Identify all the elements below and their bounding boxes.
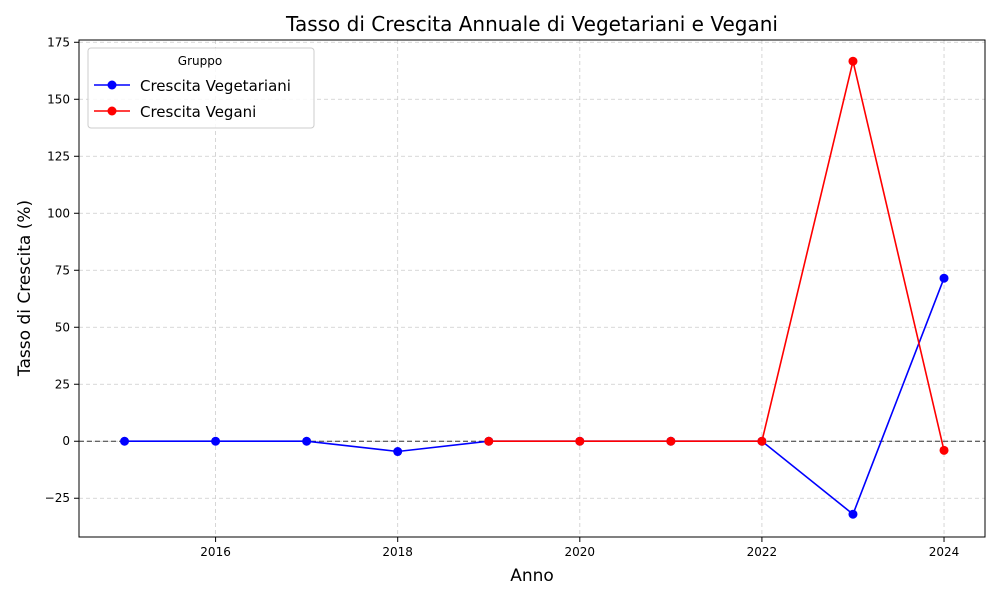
series-line-2 bbox=[488, 61, 945, 451]
x-tick-label: 2024 bbox=[929, 545, 960, 559]
x-tick-label: 2016 bbox=[200, 545, 231, 559]
x-tick-label: 2020 bbox=[565, 545, 596, 559]
x-tick-label: 2018 bbox=[382, 545, 413, 559]
data-point-series-2 bbox=[575, 436, 585, 446]
x-tick-label: 2022 bbox=[747, 545, 778, 559]
data-point-series-1 bbox=[302, 436, 312, 446]
y-tick-label: 75 bbox=[55, 263, 70, 277]
data-point-series-2 bbox=[939, 445, 949, 455]
y-tick-label: 100 bbox=[47, 206, 70, 220]
series-line-1 bbox=[124, 277, 945, 516]
legend-entry-label: Crescita Vegani bbox=[140, 103, 256, 121]
data-point-series-1 bbox=[939, 273, 949, 283]
y-axis-label: Tasso di Crescita (%) bbox=[15, 200, 35, 377]
data-point-series-1 bbox=[120, 436, 130, 446]
x-axis-ticks: 2016 2018 2020 2022 2024 bbox=[200, 537, 959, 559]
data-point-series-1 bbox=[848, 509, 858, 519]
plot-frame bbox=[78, 39, 986, 538]
y-tick-label: 25 bbox=[55, 377, 70, 391]
legend: Gruppo Crescita Vegetariani Crescita Vegan… bbox=[87, 47, 315, 129]
data-point-series-2 bbox=[666, 436, 676, 446]
y-tick-label: 0 bbox=[62, 434, 70, 448]
legend-swatch-marker bbox=[107, 106, 117, 116]
y-tick-label: 175 bbox=[47, 35, 70, 49]
data-point-series-1 bbox=[211, 436, 221, 446]
data-point-series-2 bbox=[757, 436, 767, 446]
chart-title: Tasso di Crescita Annuale di Vegetariani… bbox=[285, 12, 778, 36]
y-tick-label: −25 bbox=[45, 491, 70, 505]
data-point-series-2 bbox=[848, 56, 858, 66]
legend-title: Gruppo bbox=[178, 54, 222, 68]
y-tick-label: 125 bbox=[47, 149, 70, 163]
data-point-series-1 bbox=[393, 447, 403, 457]
x-axis-label: Anno bbox=[510, 566, 554, 586]
y-axis-ticks: −25 0 25 50 75 100 125 150 175 bbox=[45, 35, 79, 505]
legend-entry-label: Crescita Vegetariani bbox=[140, 77, 291, 95]
y-tick-label: 150 bbox=[47, 92, 70, 106]
legend-box bbox=[87, 47, 315, 129]
y-tick-label: 50 bbox=[55, 320, 70, 334]
legend-swatch-marker bbox=[107, 80, 117, 90]
series-layer bbox=[120, 56, 949, 519]
data-point-series-2 bbox=[484, 436, 494, 446]
